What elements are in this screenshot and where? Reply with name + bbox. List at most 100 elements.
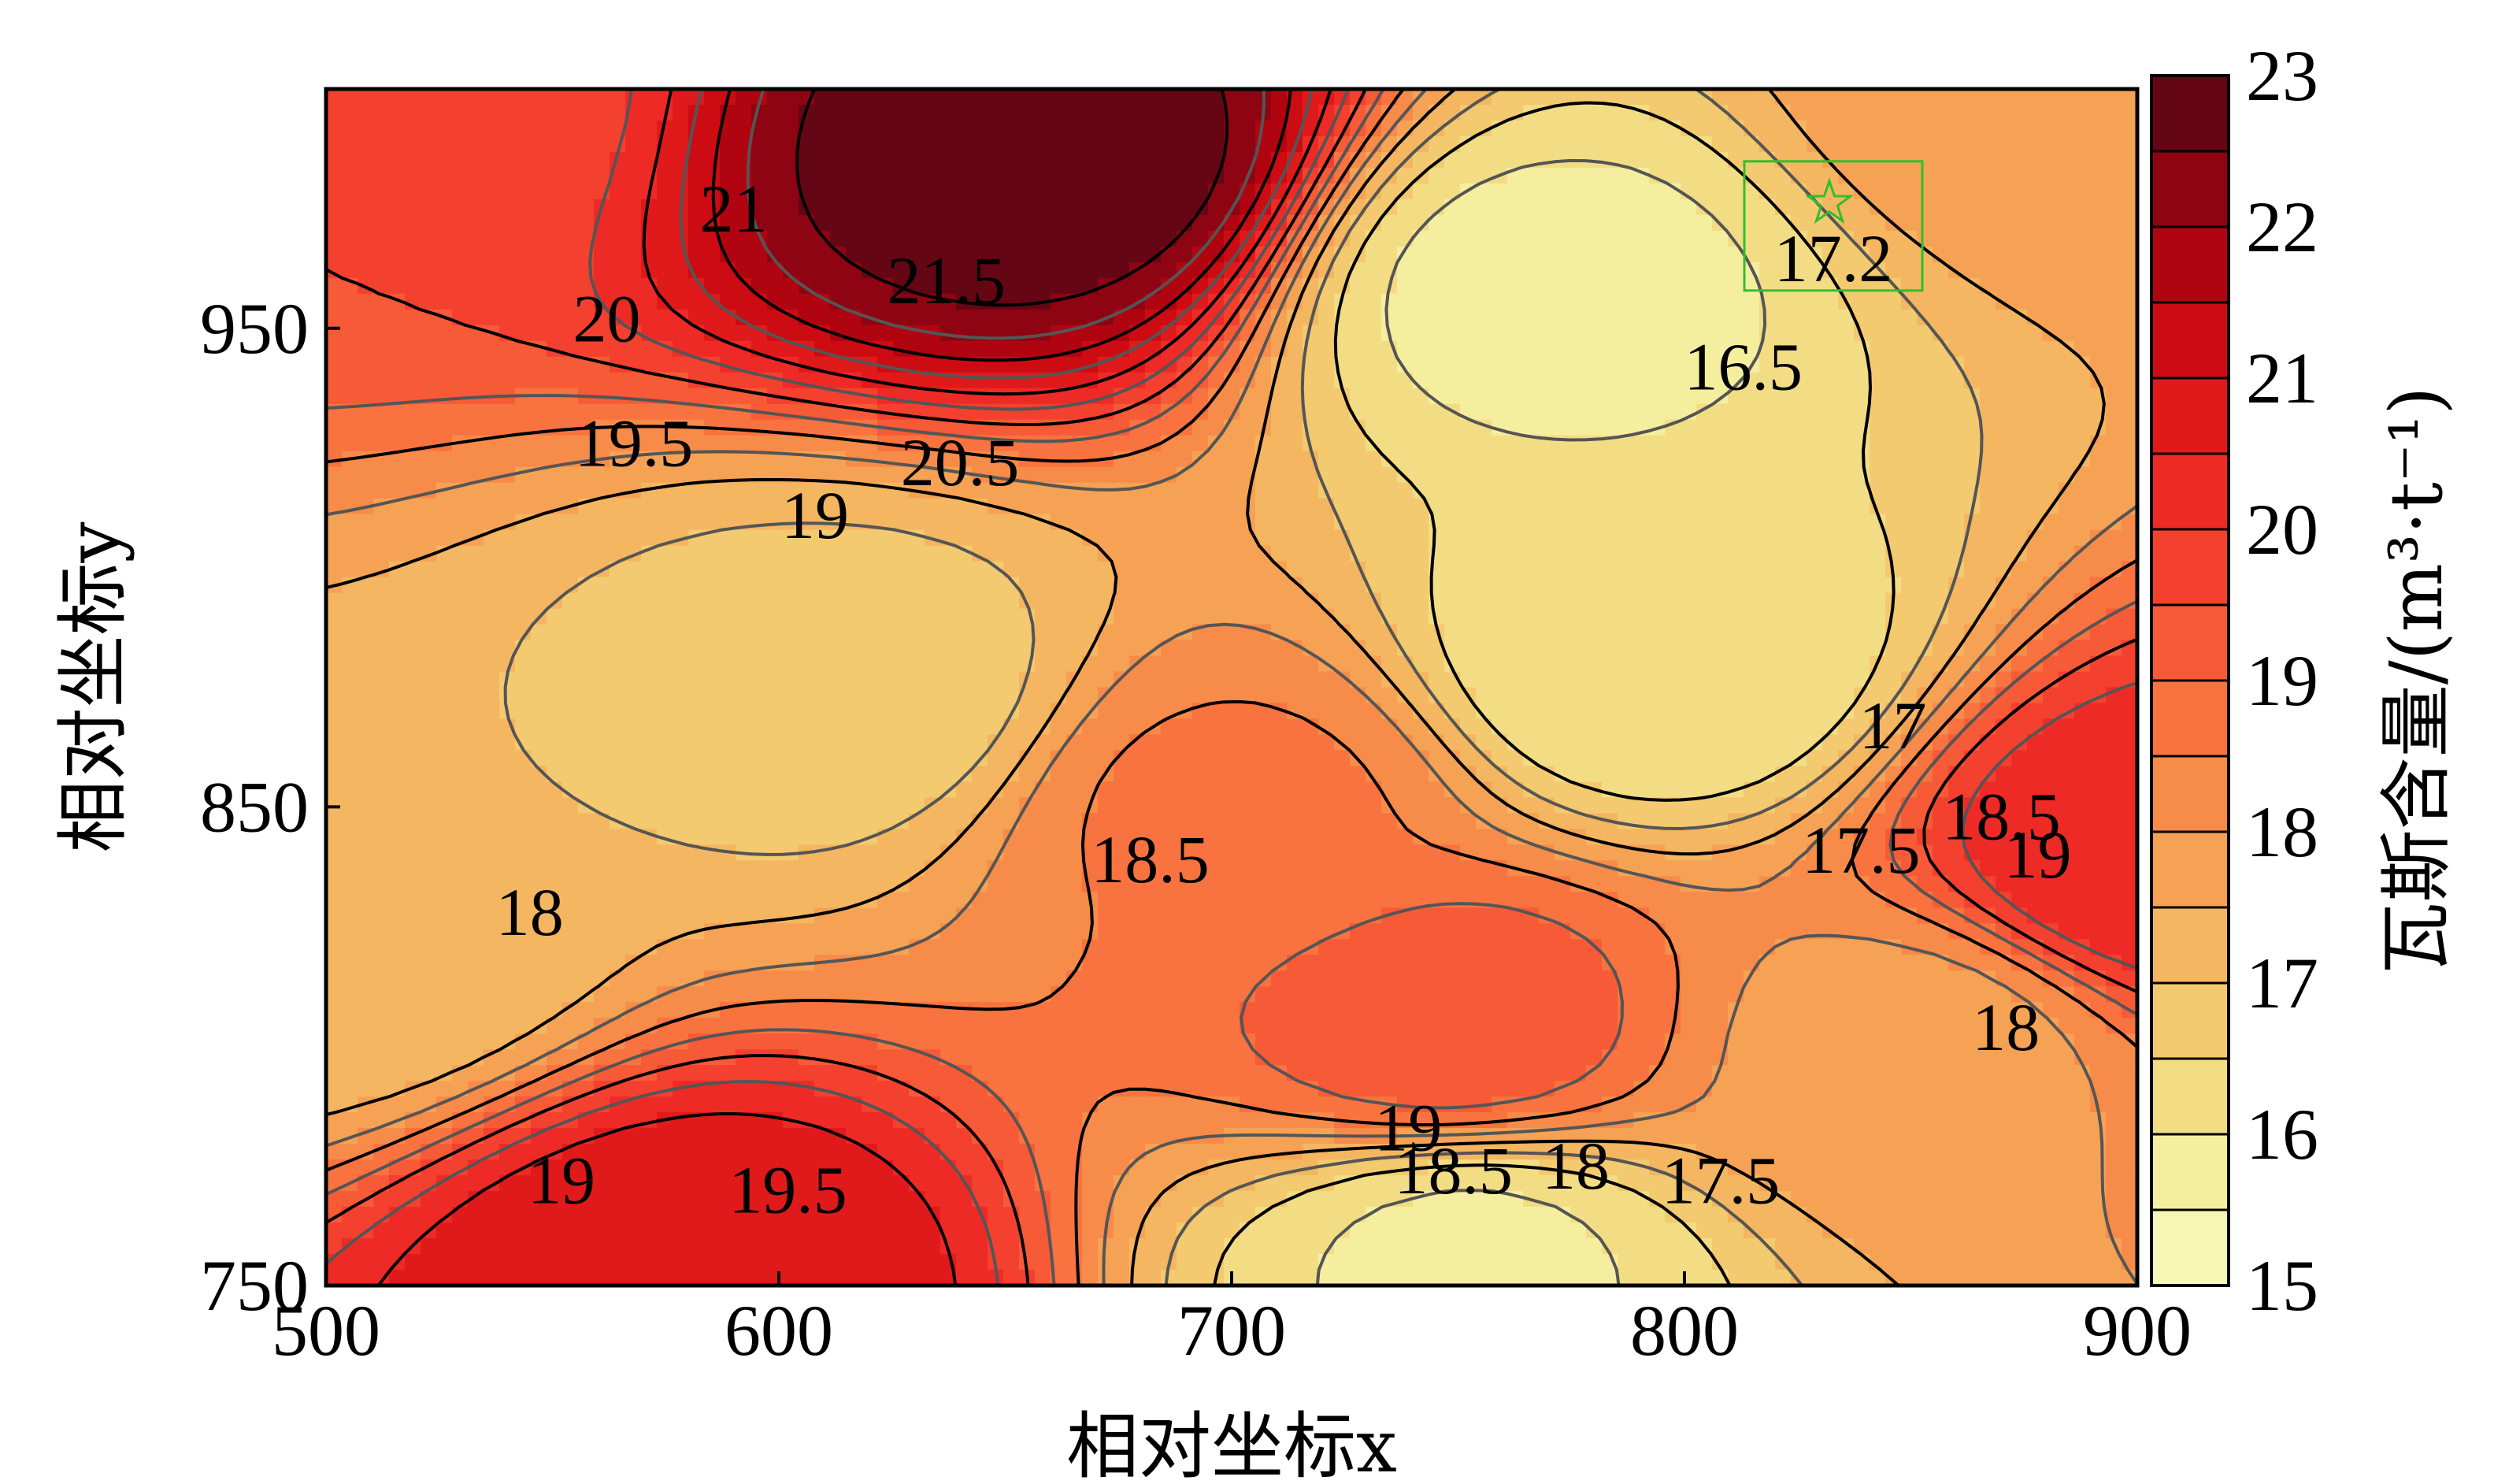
contour-cell: [1570, 734, 1587, 751]
contour-cell: [1649, 340, 1666, 358]
contour-cell: [2106, 293, 2122, 310]
contour-cell: [1649, 293, 1666, 310]
contour-cell: [1255, 561, 1272, 578]
contour-cell: [909, 246, 925, 263]
contour-cell: [610, 214, 626, 232]
contour-cell: [1082, 750, 1099, 767]
contour-cell: [1964, 151, 1981, 169]
contour-cell: [1177, 655, 1193, 673]
contour-cell: [1665, 687, 1681, 704]
contour-cell: [940, 687, 957, 704]
contour-cell: [1744, 624, 1760, 641]
contour-cell: [783, 718, 799, 736]
contour-cell: [2027, 214, 2044, 232]
contour-cell: [358, 167, 374, 184]
contour-cell: [326, 151, 343, 169]
contour-cell: [452, 198, 469, 216]
contour-cell: [1980, 498, 1996, 515]
contour-cell: [1507, 514, 1524, 531]
contour-cell: [751, 640, 768, 657]
contour-cell: [1366, 214, 1382, 232]
contour-cell: [1539, 561, 1555, 578]
contour-cell: [1145, 135, 1162, 153]
contour-cell: [1775, 608, 1792, 625]
contour-cell: [736, 230, 752, 247]
contour-cell: [1791, 293, 1807, 310]
contour-cell: [1996, 246, 2012, 263]
contour-cell: [484, 750, 500, 767]
contour-cell: [373, 135, 390, 153]
contour-cell: [1318, 750, 1335, 767]
contour-cell: [1901, 388, 1918, 405]
contour-cell: [657, 577, 673, 594]
contour-cell: [1177, 592, 1193, 610]
contour-cell: [688, 671, 705, 688]
contour-cell: [452, 183, 469, 200]
contour-cell: [578, 671, 595, 688]
contour-cell: [468, 640, 484, 657]
contour-cell: [389, 592, 406, 610]
contour-cell: [1964, 104, 1981, 121]
contour-cell: [1996, 340, 2012, 358]
contour-cell: [1933, 466, 1949, 484]
contour-cell: [342, 167, 358, 184]
contour-cell: [1744, 482, 1760, 499]
contour-cell: [814, 277, 831, 295]
contour-cell: [625, 592, 642, 610]
contour-cell: [1019, 293, 1036, 310]
contour-cell: [1003, 246, 1020, 263]
contour-cell: [862, 561, 878, 578]
contour-cell: [1460, 325, 1477, 342]
contour-cell: [673, 734, 689, 751]
contour-cell: [1602, 419, 1618, 436]
contour-cell: [1948, 325, 1965, 342]
contour-cell: [499, 89, 516, 106]
contour-cell: [767, 167, 784, 184]
contour-cell: [1003, 340, 1020, 358]
contour-cell: [421, 608, 437, 625]
contour-cell: [1208, 608, 1225, 625]
contour-cell: [405, 498, 421, 515]
contour-cell: [673, 703, 689, 720]
contour-cell: [1759, 419, 1776, 436]
contour-cell: [909, 214, 925, 232]
contour-cell: [1255, 608, 1272, 625]
contour-cell: [531, 545, 547, 562]
contour-cell: [1838, 577, 1855, 594]
contour-cell: [1996, 372, 2012, 389]
contour-cell: [972, 577, 988, 594]
contour-cell: [972, 655, 988, 673]
contour-cell: [452, 734, 469, 751]
contour-cell: [1224, 608, 1240, 625]
contour-cell: [1444, 608, 1461, 625]
contour-cell: [972, 640, 988, 657]
contour-cell: [1901, 214, 1918, 232]
contour-cell: [1224, 703, 1240, 720]
contour-cell: [578, 183, 595, 200]
contour-cell: [373, 372, 390, 389]
contour-cell: [877, 529, 894, 547]
contour-cell: [1492, 577, 1508, 594]
contour-cell: [1870, 230, 1886, 247]
contour-cell: [515, 655, 532, 673]
contour-cell: [1003, 640, 1020, 657]
contour-cell: [893, 608, 910, 625]
contour-cell: [1366, 277, 1382, 295]
contour-cell: [641, 640, 658, 657]
contour-cell: [1870, 309, 1886, 326]
contour-cell: [484, 640, 500, 657]
contour-cell: [625, 388, 642, 405]
contour-cell: [436, 246, 453, 263]
contour-cell: [1523, 356, 1540, 373]
contour-cell: [862, 655, 878, 673]
contour-cell: [389, 104, 406, 121]
contour-cell: [673, 262, 689, 279]
contour-cell: [1854, 655, 1870, 673]
contour-cell: [515, 151, 532, 169]
contour-cell: [1539, 293, 1555, 310]
contour-cell: [1413, 214, 1429, 232]
contour-cell: [720, 482, 736, 499]
contour-cell: [1098, 135, 1114, 153]
contour-cell: [547, 277, 563, 295]
contour-cell: [1775, 592, 1792, 610]
